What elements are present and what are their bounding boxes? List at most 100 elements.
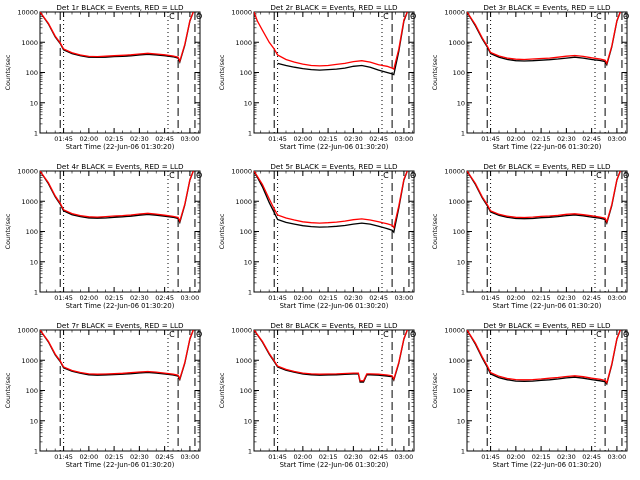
y-tick-label: 1000: [235, 39, 252, 47]
x-tick-label: 02:30: [557, 135, 576, 143]
y-tick-label: 10000: [444, 168, 465, 176]
y-axis-label: Counts/sec: [218, 213, 226, 249]
x-axis-label: Start Time (22-Jun-06 01:30:20): [280, 302, 389, 310]
marker-c: C: [596, 171, 602, 180]
x-tick-label: 02:30: [557, 294, 576, 302]
y-tick-label: 1: [248, 289, 252, 297]
x-tick-label: 02:00: [506, 135, 525, 143]
x-tick-label: 02:15: [532, 294, 551, 302]
y-tick-label: 10000: [231, 168, 252, 176]
panel-det-8r: Det 8r BLACK = Events, RED = LLD 1 10 100 10…: [218, 321, 416, 469]
y-tick-label: 100: [453, 228, 465, 236]
x-tick-label: 02:00: [293, 135, 312, 143]
series-line-lld: [254, 171, 408, 230]
x-tick-label: 02:15: [105, 294, 124, 302]
x-tick-label: 02:30: [344, 135, 363, 143]
x-tick-label: 01:45: [481, 135, 500, 143]
x-axis-label: Start Time (22-Jun-06 01:30:20): [493, 461, 602, 469]
x-tick-label: 02:00: [506, 453, 525, 461]
marker-o: O: [410, 330, 416, 339]
x-tick-label: 02:45: [155, 294, 174, 302]
x-tick-label: 02:15: [319, 135, 338, 143]
series-line-lld: [254, 12, 408, 71]
x-tick-label: 02:45: [155, 453, 174, 461]
x-tick-label: 03:00: [395, 135, 414, 143]
series-line-lld: [40, 171, 194, 223]
y-axis-label: Counts/sec: [431, 213, 439, 249]
y-tick-label: 10000: [17, 168, 38, 176]
marker-o: O: [196, 12, 202, 21]
y-tick-label: 1: [34, 448, 38, 456]
y-tick-label: 10000: [17, 9, 38, 17]
x-axis-label: Start Time (22-Jun-06 01:30:20): [66, 461, 175, 469]
panel-det-6r: Det 6r BLACK = Events, RED = LLD 1 10 100 10…: [431, 162, 629, 310]
x-tick-label: 02:00: [293, 453, 312, 461]
x-tick-label: 01:45: [54, 294, 73, 302]
x-tick-label: 01:45: [268, 453, 287, 461]
x-tick-label: 02:00: [79, 135, 98, 143]
series-line-lld: [40, 12, 194, 63]
x-tick-label: 02:15: [532, 135, 551, 143]
x-tick-label: 02:15: [319, 453, 338, 461]
x-tick-label: 01:45: [481, 294, 500, 302]
x-axis-label: Start Time (22-Jun-06 01:30:20): [66, 143, 175, 151]
y-tick-label: 10000: [231, 9, 252, 17]
marker-c: C: [383, 330, 389, 339]
panel-det-4r: Det 4r BLACK = Events, RED = LLD 1 10 100 10…: [4, 162, 202, 310]
x-axis-label: Start Time (22-Jun-06 01:30:20): [493, 302, 602, 310]
x-tick-label: 02:15: [105, 453, 124, 461]
x-tick-label: 03:00: [608, 294, 627, 302]
y-tick-label: 100: [453, 69, 465, 77]
y-tick-label: 1000: [448, 39, 465, 47]
y-tick-label: 10: [244, 99, 252, 107]
chart-title: Det 1r BLACK = Events, RED = LLD: [56, 3, 184, 12]
y-tick-label: 10: [30, 99, 38, 107]
y-axis-label: Counts/sec: [218, 54, 226, 90]
x-axis-label: Start Time (22-Jun-06 01:30:20): [493, 143, 602, 151]
y-tick-label: 1: [34, 130, 38, 138]
chart-title: Det 9r BLACK = Events, RED = LLD: [483, 321, 611, 330]
x-tick-label: 02:45: [155, 135, 174, 143]
x-tick-label: 03:00: [608, 453, 627, 461]
y-tick-label: 100: [26, 69, 38, 77]
marker-o: O: [196, 171, 202, 180]
marker-c: C: [169, 330, 175, 339]
series-line-lld: [254, 330, 408, 382]
y-axis-label: Counts/sec: [218, 372, 226, 408]
y-tick-label: 1: [461, 130, 465, 138]
x-tick-label: 03:00: [181, 453, 200, 461]
y-tick-label: 1000: [21, 357, 38, 365]
marker-o: O: [410, 12, 416, 21]
x-tick-label: 02:45: [582, 453, 601, 461]
x-axis-label: Start Time (22-Jun-06 01:30:20): [280, 461, 389, 469]
marker-c: C: [169, 171, 175, 180]
x-tick-label: 02:45: [369, 453, 388, 461]
y-tick-label: 10: [457, 417, 465, 425]
y-tick-label: 10: [244, 417, 252, 425]
y-tick-label: 100: [240, 69, 252, 77]
x-tick-label: 02:15: [532, 453, 551, 461]
x-tick-label: 02:45: [582, 294, 601, 302]
x-tick-label: 03:00: [608, 135, 627, 143]
x-tick-label: 01:45: [268, 294, 287, 302]
x-tick-label: 02:45: [369, 135, 388, 143]
y-axis-label: Counts/sec: [4, 213, 12, 249]
y-tick-label: 1: [461, 289, 465, 297]
marker-c: C: [383, 12, 389, 21]
x-tick-label: 03:00: [395, 453, 414, 461]
x-tick-label: 02:30: [344, 294, 363, 302]
x-tick-label: 03:00: [181, 135, 200, 143]
x-tick-label: 02:30: [130, 294, 149, 302]
y-tick-label: 100: [240, 387, 252, 395]
chart-title: Det 4r BLACK = Events, RED = LLD: [56, 162, 184, 171]
x-tick-label: 02:15: [105, 135, 124, 143]
x-tick-label: 02:45: [369, 294, 388, 302]
y-tick-label: 100: [453, 387, 465, 395]
chart-title: Det 5r BLACK = Events, RED = LLD: [270, 162, 398, 171]
x-tick-label: 01:45: [54, 453, 73, 461]
marker-o: O: [410, 171, 416, 180]
marker-c: C: [596, 330, 602, 339]
chart-title: Det 8r BLACK = Events, RED = LLD: [270, 321, 398, 330]
y-tick-label: 10: [30, 417, 38, 425]
